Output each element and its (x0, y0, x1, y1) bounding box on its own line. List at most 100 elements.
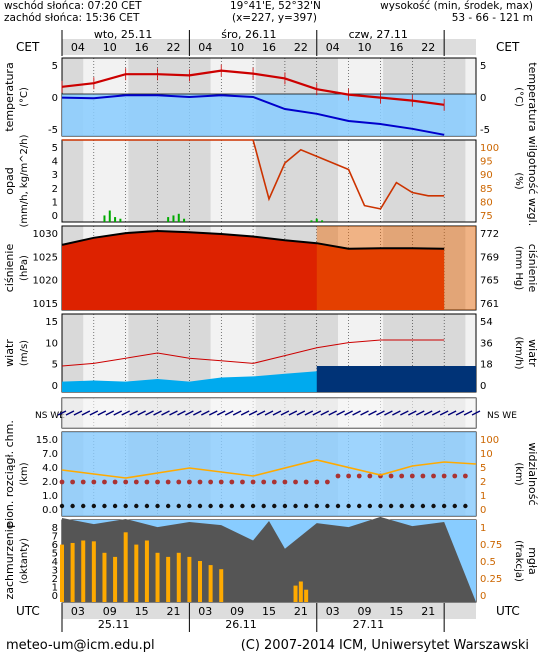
wind-arrow (455, 410, 465, 416)
wind-arrow (368, 410, 377, 416)
wind-arrow (81, 410, 91, 416)
cloud-base-dot (123, 503, 128, 509)
precip-bar (119, 218, 122, 222)
wind-arrow (121, 410, 131, 416)
cloud-top-dot (261, 479, 267, 485)
temperature-left-unit: (°C) (19, 87, 30, 107)
precip-right-tick: 75 (480, 211, 493, 222)
bottom-day-label: 25.11 (98, 618, 130, 631)
cloud-base-dot (208, 503, 213, 509)
bottom-hour-label: 03 (71, 605, 85, 618)
temperature-left-label: temperatura (3, 62, 16, 131)
clouds-left-tick: 8 (52, 523, 58, 534)
clouds-left-tick: 2 (52, 574, 58, 585)
cloud-base-dot (134, 503, 139, 509)
top-day-label: śro, 26.11 (221, 28, 276, 41)
wind-arrow (208, 410, 218, 416)
wind-arrow (336, 410, 345, 416)
fog-bar (198, 561, 202, 602)
cloudbase-right-unit: (km) (513, 462, 524, 485)
precip-daylight-band (210, 140, 256, 222)
fog-bar (304, 589, 309, 602)
cloudbase-area (62, 432, 476, 516)
cloud-top-dot (59, 479, 65, 485)
precip-bar (321, 220, 324, 222)
bottom-hour-label: 09 (358, 605, 372, 618)
clouds-left-unit: (oktanty) (19, 538, 30, 584)
cloud-base-dot (314, 503, 319, 509)
temperature-left-tick: -5 (48, 125, 58, 136)
wind-arrow (312, 410, 322, 416)
precip-right-label: wilgotność wzgl. (526, 136, 539, 226)
wind-arrow (447, 410, 457, 416)
cloud-top-dot (123, 479, 129, 485)
wind-arrow (240, 410, 250, 416)
temperature-right-tick: -5 (480, 125, 490, 136)
cloud-top-dot (91, 479, 97, 485)
cloud-base-dot (388, 503, 394, 509)
cloudbase-left-tick: 7.0 (42, 449, 58, 460)
cloud-base-dot (144, 503, 150, 509)
wind-arrow (185, 410, 194, 416)
cloud-base-dot (410, 503, 415, 509)
cloud-base-dot (240, 503, 245, 509)
cloudbase-left-tick: 15.0 (36, 435, 58, 446)
fog-bar (144, 540, 149, 602)
bottom-hour-label: 03 (198, 605, 212, 618)
precip-left-tick: 2 (52, 184, 58, 195)
precip-daylight-band (83, 140, 129, 222)
top-hour-strip (62, 39, 476, 55)
wind-arrow (113, 410, 123, 416)
tz-bottom-right: UTC (496, 604, 520, 618)
cloud-top-dot (399, 473, 405, 479)
precip-bar (315, 218, 318, 222)
wind-arrow (89, 410, 99, 416)
wind-arrow (272, 410, 282, 416)
top-hour-label: 16 (389, 41, 403, 54)
wind-arrow (137, 410, 146, 416)
pressure-line (61, 229, 445, 250)
fog-bar (134, 544, 139, 602)
cloud-base-dot (250, 503, 256, 509)
wind-arrow (288, 410, 298, 416)
cloud-base-dot (91, 503, 97, 509)
footer-email[interactable]: meteo-um@icm.edu.pl (6, 638, 155, 653)
cloud-top-dot (282, 479, 288, 485)
bottom-day-label: 26.11 (225, 618, 257, 631)
wind-arrow (169, 410, 178, 416)
temperature-right-tick: 0 (480, 93, 486, 104)
clouds-right-tick: 1 (480, 523, 486, 534)
cloud-base-dot (335, 503, 341, 509)
cloud-top-dot (176, 479, 182, 485)
cloud-top-dot (70, 479, 76, 485)
cloud-base-dot (272, 503, 277, 509)
precip-bar (108, 210, 111, 222)
fog-bar (298, 581, 303, 602)
cloud-top-dot (293, 479, 298, 485)
cloud-base-dot (346, 503, 351, 509)
cloud-top-dot (356, 473, 362, 479)
temperature-left-tick: 5 (52, 61, 58, 72)
cloud-base-dot (325, 503, 330, 509)
cloud-top-dot (102, 479, 107, 485)
wind-arrow (105, 410, 115, 416)
cloud-top-dot (229, 479, 235, 485)
wind-arrow (280, 410, 290, 416)
fog-bar (155, 552, 160, 602)
pressure-area (62, 231, 445, 310)
wind-arrow (328, 410, 338, 416)
cloud-base-dot (378, 503, 383, 509)
precip-daylight-band (465, 140, 476, 222)
fog-bar (219, 569, 224, 602)
top-hour-label: 16 (262, 41, 276, 54)
cloud-base-dot (219, 503, 224, 509)
wind-arrow (153, 410, 162, 416)
cloudbase-left-label: pion. rozciągł. chm. (3, 420, 16, 528)
wind-daylight-band (83, 314, 129, 392)
wind-arrow (256, 410, 266, 416)
cloud-top-dot (462, 473, 468, 479)
top-hour-label: 04 (198, 41, 212, 54)
top-day-label: wto, 25.11 (94, 28, 153, 41)
sunset-text: zachód słońca: 15:36 CET (4, 12, 140, 24)
wind-arrow (407, 410, 417, 416)
